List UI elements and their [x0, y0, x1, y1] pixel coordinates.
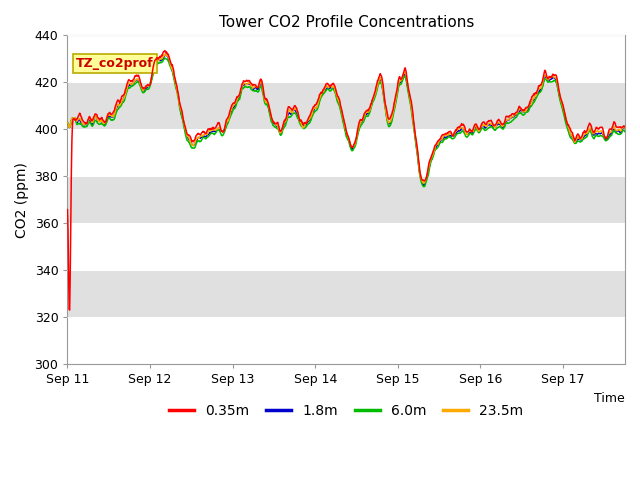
Bar	[67, 176, 625, 223]
Bar	[67, 83, 625, 129]
Title: Tower CO2 Profile Concentrations: Tower CO2 Profile Concentrations	[218, 15, 474, 30]
Y-axis label: CO2 (ppm): CO2 (ppm)	[15, 162, 29, 238]
Text: TZ_co2prof: TZ_co2prof	[76, 57, 154, 70]
X-axis label: Time: Time	[595, 392, 625, 405]
Bar	[67, 270, 625, 317]
Legend: 0.35m, 1.8m, 6.0m, 23.5m: 0.35m, 1.8m, 6.0m, 23.5m	[164, 398, 529, 423]
